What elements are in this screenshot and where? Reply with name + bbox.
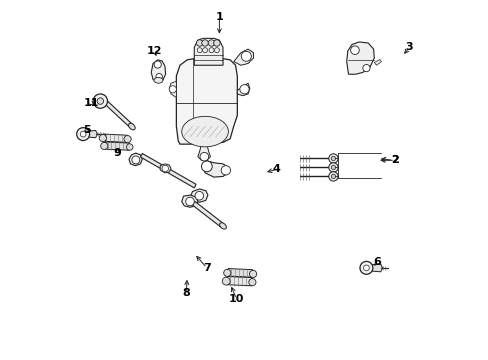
Circle shape bbox=[132, 156, 140, 164]
Circle shape bbox=[124, 135, 131, 143]
Circle shape bbox=[328, 163, 337, 172]
Polygon shape bbox=[182, 195, 198, 207]
Text: 9: 9 bbox=[113, 148, 121, 158]
Ellipse shape bbox=[219, 223, 226, 229]
Circle shape bbox=[359, 261, 372, 274]
Circle shape bbox=[213, 40, 220, 46]
Text: 4: 4 bbox=[272, 164, 280, 174]
Circle shape bbox=[202, 48, 207, 53]
Polygon shape bbox=[224, 276, 254, 286]
Polygon shape bbox=[237, 83, 249, 96]
Polygon shape bbox=[176, 58, 237, 144]
Circle shape bbox=[330, 174, 335, 179]
Circle shape bbox=[201, 161, 212, 172]
Polygon shape bbox=[160, 164, 171, 173]
Polygon shape bbox=[203, 160, 228, 177]
Text: 1: 1 bbox=[215, 12, 223, 22]
Polygon shape bbox=[190, 189, 207, 202]
Circle shape bbox=[126, 144, 133, 150]
Circle shape bbox=[328, 172, 337, 181]
Circle shape bbox=[93, 94, 107, 108]
Polygon shape bbox=[198, 144, 210, 160]
Polygon shape bbox=[346, 42, 373, 74]
Circle shape bbox=[328, 154, 337, 163]
Circle shape bbox=[97, 98, 103, 104]
Circle shape bbox=[162, 165, 168, 172]
Circle shape bbox=[197, 48, 202, 53]
Circle shape bbox=[350, 46, 359, 54]
Polygon shape bbox=[192, 202, 223, 227]
Polygon shape bbox=[103, 142, 131, 150]
Ellipse shape bbox=[128, 123, 135, 130]
Circle shape bbox=[169, 86, 176, 93]
Text: 6: 6 bbox=[372, 257, 380, 267]
Circle shape bbox=[208, 48, 214, 53]
Circle shape bbox=[80, 131, 86, 137]
Polygon shape bbox=[102, 134, 129, 142]
Text: 12: 12 bbox=[146, 46, 162, 56]
Text: 3: 3 bbox=[405, 42, 412, 52]
Polygon shape bbox=[373, 59, 381, 65]
Circle shape bbox=[222, 277, 230, 285]
Polygon shape bbox=[233, 49, 253, 65]
Polygon shape bbox=[129, 153, 142, 166]
Circle shape bbox=[200, 152, 208, 161]
Polygon shape bbox=[169, 81, 176, 98]
Text: 7: 7 bbox=[203, 263, 210, 273]
Text: 2: 2 bbox=[390, 155, 398, 165]
Polygon shape bbox=[194, 39, 223, 65]
Circle shape bbox=[77, 128, 89, 140]
Circle shape bbox=[330, 156, 335, 161]
Circle shape bbox=[362, 64, 369, 72]
Text: 11: 11 bbox=[83, 98, 99, 108]
Ellipse shape bbox=[182, 116, 228, 147]
Circle shape bbox=[185, 197, 194, 206]
Circle shape bbox=[154, 61, 161, 68]
Polygon shape bbox=[104, 100, 133, 128]
Polygon shape bbox=[225, 269, 254, 277]
Circle shape bbox=[156, 73, 162, 80]
Circle shape bbox=[214, 48, 219, 53]
Polygon shape bbox=[140, 153, 196, 188]
Circle shape bbox=[99, 134, 106, 141]
Circle shape bbox=[195, 192, 203, 200]
Circle shape bbox=[208, 40, 214, 46]
Circle shape bbox=[249, 270, 256, 278]
Circle shape bbox=[239, 85, 249, 94]
Polygon shape bbox=[86, 131, 97, 138]
Circle shape bbox=[363, 265, 368, 271]
Circle shape bbox=[248, 279, 255, 286]
Text: 10: 10 bbox=[228, 294, 244, 304]
Ellipse shape bbox=[154, 77, 163, 83]
Circle shape bbox=[223, 269, 230, 276]
Text: 8: 8 bbox=[182, 288, 190, 298]
Circle shape bbox=[221, 166, 230, 175]
Circle shape bbox=[202, 40, 208, 46]
Text: 2: 2 bbox=[390, 155, 398, 165]
Polygon shape bbox=[370, 264, 382, 272]
Circle shape bbox=[196, 40, 203, 46]
Circle shape bbox=[101, 142, 108, 149]
Circle shape bbox=[241, 51, 251, 61]
Polygon shape bbox=[151, 60, 165, 82]
Text: 5: 5 bbox=[83, 125, 90, 135]
Circle shape bbox=[330, 165, 335, 170]
